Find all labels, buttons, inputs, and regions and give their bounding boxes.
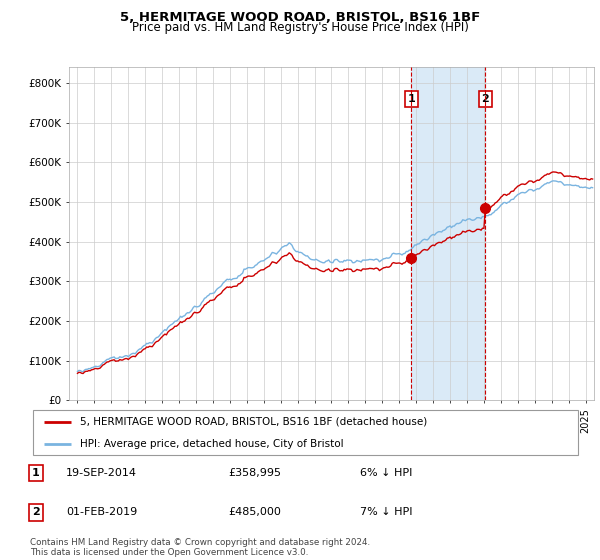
Text: 6% ↓ HPI: 6% ↓ HPI [360, 468, 412, 478]
Text: 19-SEP-2014: 19-SEP-2014 [66, 468, 137, 478]
Text: Price paid vs. HM Land Registry's House Price Index (HPI): Price paid vs. HM Land Registry's House … [131, 21, 469, 34]
Text: HPI: Average price, detached house, City of Bristol: HPI: Average price, detached house, City… [80, 438, 343, 449]
Text: 1: 1 [32, 468, 40, 478]
Text: £358,995: £358,995 [228, 468, 281, 478]
Text: 5, HERMITAGE WOOD ROAD, BRISTOL, BS16 1BF (detached house): 5, HERMITAGE WOOD ROAD, BRISTOL, BS16 1B… [80, 417, 427, 427]
Text: 01-FEB-2019: 01-FEB-2019 [66, 507, 137, 517]
Text: 5, HERMITAGE WOOD ROAD, BRISTOL, BS16 1BF: 5, HERMITAGE WOOD ROAD, BRISTOL, BS16 1B… [120, 11, 480, 24]
Text: 1: 1 [407, 94, 415, 104]
Text: 2: 2 [32, 507, 40, 517]
Bar [412, 67, 485, 400]
Text: 7% ↓ HPI: 7% ↓ HPI [360, 507, 413, 517]
Text: 2: 2 [481, 94, 489, 104]
FancyBboxPatch shape [33, 410, 578, 455]
Text: £485,000: £485,000 [228, 507, 281, 517]
Text: Contains HM Land Registry data © Crown copyright and database right 2024.
This d: Contains HM Land Registry data © Crown c… [30, 538, 370, 557]
